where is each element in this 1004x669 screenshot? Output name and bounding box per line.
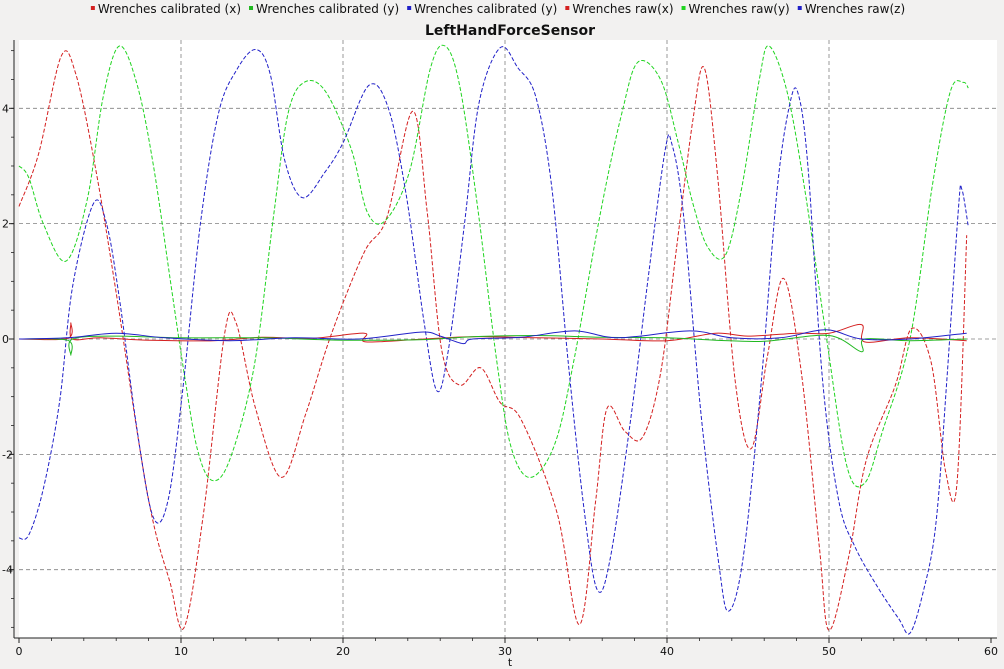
legend-label: Wrenches raw(z) [805, 2, 905, 16]
legend-label: Wrenches calibrated (y) [256, 2, 399, 16]
legend-swatch [681, 6, 686, 10]
legend-swatch [249, 6, 254, 10]
legend-swatch [90, 6, 95, 10]
series-line-0 [18, 322, 967, 343]
plot-area [19, 40, 997, 638]
legend-item-2: Wrenches calibrated (y) [407, 2, 557, 16]
legend-item-3: Wrenches raw(x) [565, 2, 674, 16]
legend-item-4: Wrenches raw(y) [681, 2, 790, 16]
legend-swatch [565, 6, 570, 10]
axis-ticks: 0 10 20 30 40 50 60 -4 -2 0 2 4 [2, 50, 998, 658]
legend-label: Wrenches raw(y) [689, 2, 790, 16]
legend-swatch [797, 6, 802, 10]
x-tick-label: 10 [174, 645, 188, 658]
series-layer [18, 44, 969, 635]
legend-item-5: Wrenches raw(z) [797, 2, 905, 16]
y-tick-label: 0 [2, 333, 9, 346]
legend-label: Wrenches calibrated (y) [414, 2, 557, 16]
y-tick-label: -4 [2, 564, 13, 577]
x-tick-label: 30 [498, 645, 512, 658]
y-tick-label: 4 [2, 102, 9, 115]
legend-item-1: Wrenches calibrated (y) [249, 2, 399, 16]
legend-swatch [407, 6, 412, 10]
legend: Wrenches calibrated (x) Wrenches calibrat… [90, 2, 905, 16]
legend-label: Wrenches raw(x) [572, 2, 673, 16]
legend-item-0: Wrenches calibrated (x) [90, 2, 241, 16]
x-tick-label: 40 [660, 645, 674, 658]
y-tick-label: 2 [2, 218, 9, 231]
series-line-5 [18, 46, 969, 635]
x-axis-label: t [508, 656, 513, 669]
x-tick-label: 0 [16, 645, 23, 658]
series-line-1 [18, 334, 967, 356]
x-tick-label: 20 [336, 645, 350, 658]
series-line-4 [18, 44, 969, 488]
y-tick-label: -2 [2, 448, 13, 461]
chart-title: LeftHandForceSensor [425, 23, 595, 39]
legend-label: Wrenches calibrated (x) [98, 2, 241, 16]
x-tick-label: 50 [822, 645, 836, 658]
series-line-2 [18, 329, 967, 345]
x-tick-label: 60 [984, 645, 998, 658]
